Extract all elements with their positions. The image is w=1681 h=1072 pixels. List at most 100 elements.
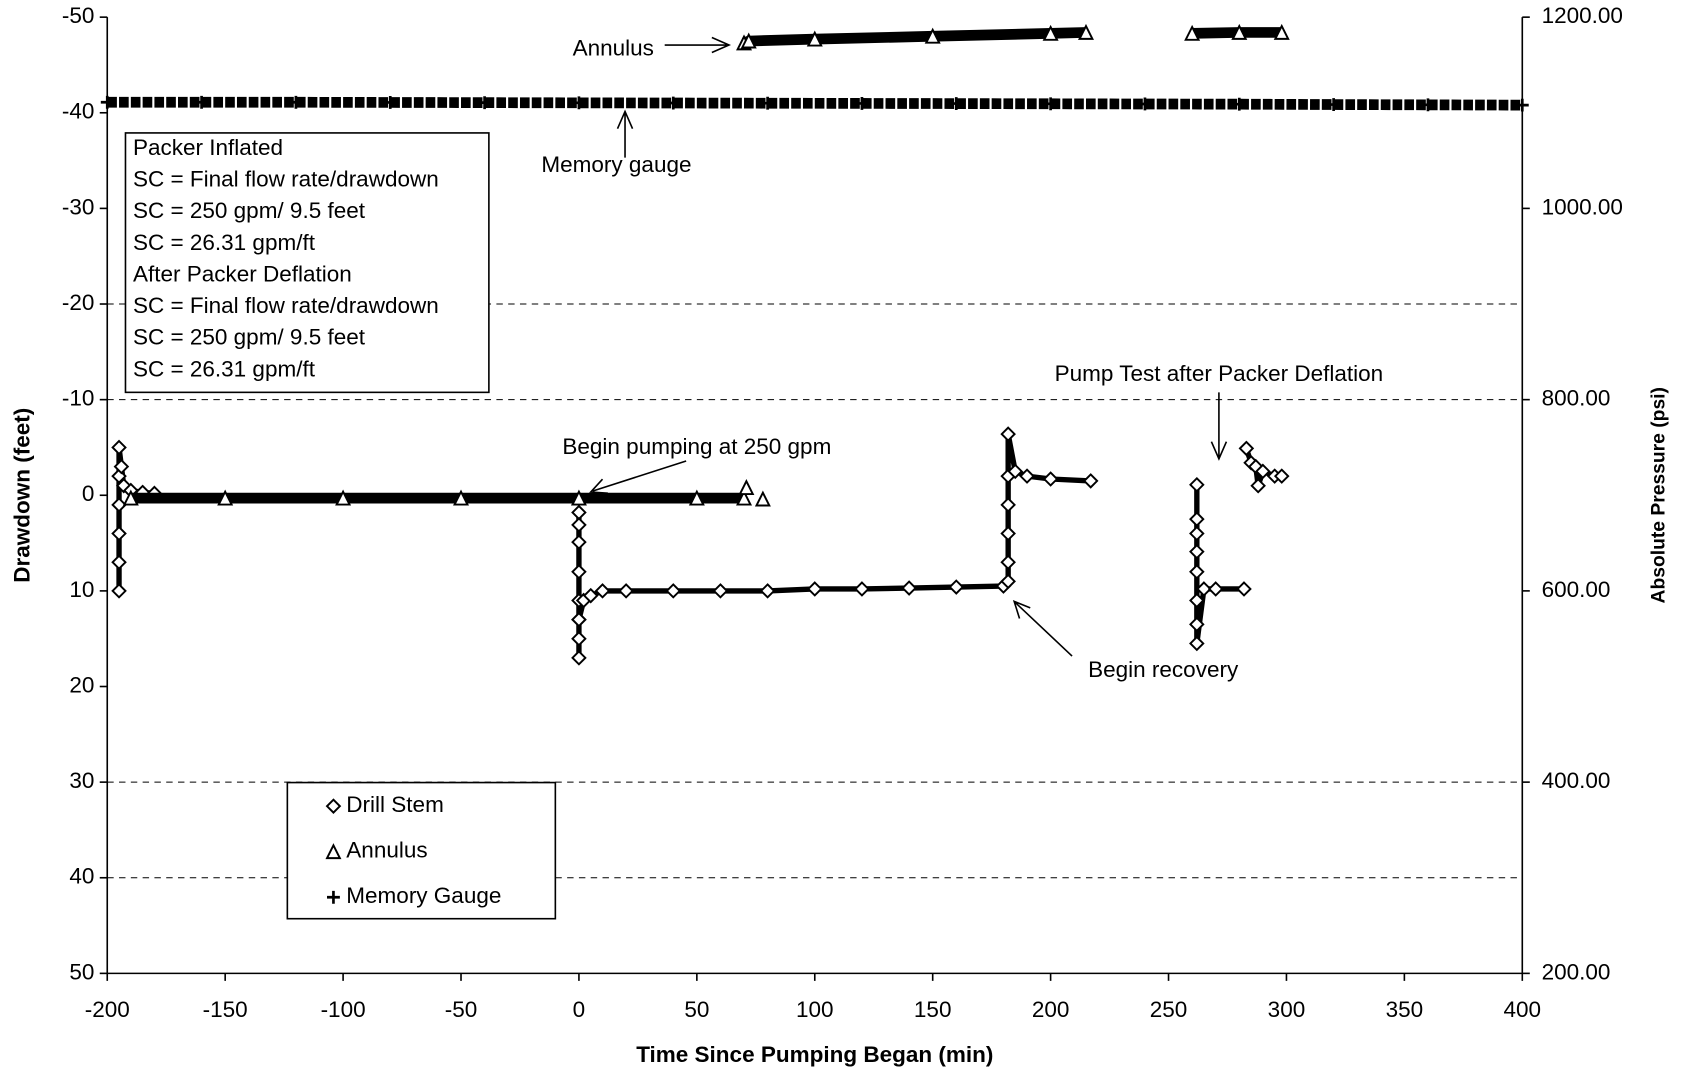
- point: [754, 490, 771, 507]
- annotation: Annulus: [573, 35, 654, 60]
- point: [571, 504, 587, 521]
- point: [111, 525, 127, 542]
- point: [1189, 525, 1205, 542]
- y-tick-label: -40: [62, 99, 95, 124]
- point: [122, 489, 139, 506]
- arrow: [664, 36, 732, 54]
- point: [924, 27, 941, 44]
- point: [1189, 543, 1205, 560]
- point: [571, 563, 587, 580]
- y2-axis-label: Absolute Pressure (psi): [1649, 387, 1670, 603]
- point: [738, 479, 755, 496]
- legend: Drill Stem Annulus Memory Gauge: [286, 781, 557, 920]
- text-box-line: SC = 250 gpm/ 9.5 feet: [133, 325, 366, 350]
- text-box-line: SC = Final flow rate/drawdown: [133, 293, 439, 318]
- text-box-line: SC = 26.31 gpm/ft: [133, 230, 316, 255]
- point: [1327, 98, 1341, 111]
- point: [1189, 592, 1205, 609]
- y-tick-label: 50: [69, 959, 94, 984]
- point: [594, 583, 611, 599]
- point: [582, 587, 599, 604]
- point: [1000, 426, 1016, 442]
- point: [854, 581, 870, 597]
- legend-label: Annulus: [346, 838, 427, 863]
- point: [113, 458, 130, 475]
- y2-tick-label: 200.00: [1542, 959, 1611, 984]
- arrow: [1210, 392, 1228, 461]
- point: [855, 96, 869, 110]
- point: [1044, 97, 1058, 111]
- series-line: [107, 96, 1523, 111]
- point: [761, 96, 775, 110]
- point: [806, 30, 823, 47]
- y2-tick-label: 800.00: [1542, 386, 1611, 411]
- y-tick-label: 0: [82, 481, 95, 506]
- point: [478, 96, 492, 110]
- point: [1189, 476, 1205, 493]
- point: [383, 96, 397, 109]
- point: [1007, 463, 1024, 480]
- series: [111, 426, 1290, 666]
- point: [453, 489, 470, 506]
- point: [1000, 573, 1016, 590]
- point: [1231, 23, 1248, 40]
- point: [1238, 440, 1255, 457]
- annotation: Begin recovery: [1088, 657, 1239, 682]
- point: [1042, 24, 1059, 41]
- point: [325, 843, 342, 860]
- y-tick-label: -30: [62, 194, 95, 219]
- x-tick-label: 250: [1150, 997, 1188, 1022]
- point: [100, 95, 114, 109]
- annotations: Annulus Memory gauge Begin pumping at 25…: [541, 35, 1383, 682]
- y-tick-label: -10: [62, 386, 95, 411]
- point: [901, 580, 917, 596]
- point: [195, 95, 209, 109]
- text-box-line: SC = 26.31 gpm/ft: [133, 356, 316, 381]
- point: [111, 497, 127, 513]
- annotation: Pump Test after Packer Deflation: [1055, 361, 1384, 386]
- y-tick-label: 30: [69, 768, 94, 793]
- legend-label: Drill Stem: [346, 792, 444, 817]
- point: [1232, 97, 1246, 111]
- point: [1000, 554, 1016, 570]
- point: [1138, 97, 1152, 111]
- point: [111, 583, 127, 599]
- arrow: [588, 460, 687, 494]
- y-tick-label: -50: [62, 3, 95, 28]
- series-line: [1194, 484, 1245, 647]
- point: [111, 439, 127, 456]
- point: [740, 32, 757, 49]
- point: [806, 581, 823, 597]
- series: [122, 23, 1290, 507]
- point: [1515, 98, 1529, 112]
- annotation: Memory gauge: [541, 152, 691, 177]
- arrow: [616, 109, 634, 158]
- x-tick-label: 0: [573, 997, 586, 1022]
- text-box-frame: [124, 132, 490, 394]
- x-tick-label: -50: [445, 997, 478, 1022]
- point: [572, 96, 586, 110]
- point: [1250, 477, 1266, 494]
- text-box-line: After Packer Deflation: [133, 261, 352, 286]
- x-tick-label: -150: [203, 997, 248, 1022]
- point: [1184, 24, 1201, 41]
- x-tick-label: 200: [1032, 997, 1070, 1022]
- x-tick-label: 150: [914, 997, 952, 1022]
- point: [571, 650, 587, 666]
- point: [948, 579, 965, 595]
- legend-label: Memory Gauge: [346, 883, 501, 908]
- point: [1189, 635, 1205, 652]
- y-tick-label: 10: [69, 577, 94, 602]
- x-tick-label: 50: [684, 997, 709, 1022]
- x-tick-label: -200: [85, 997, 130, 1022]
- point: [571, 534, 587, 550]
- point: [289, 95, 303, 109]
- series-line: [742, 27, 1087, 48]
- point: [759, 583, 776, 599]
- point: [949, 97, 963, 111]
- point: [1000, 497, 1016, 513]
- point: [217, 489, 234, 506]
- point: [1000, 525, 1016, 542]
- point: [571, 517, 587, 533]
